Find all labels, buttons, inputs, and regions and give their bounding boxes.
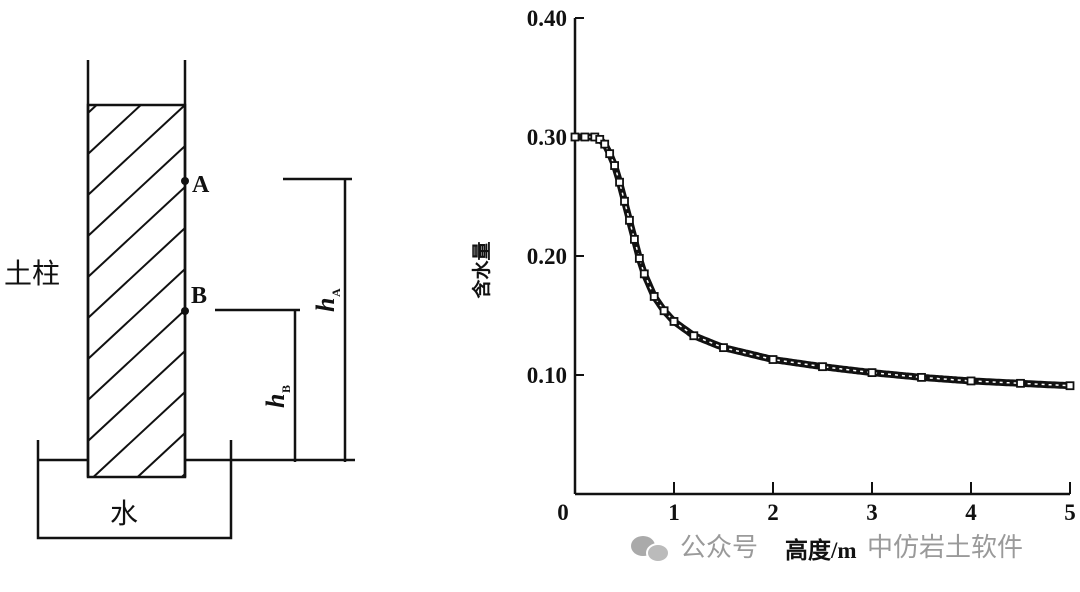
hatch-line: [87, 350, 186, 442]
data-point: [605, 149, 615, 159]
x-tick-label: 2: [767, 500, 779, 525]
data-point: [570, 132, 580, 142]
data-series-inner: [575, 136, 1071, 387]
data-point: [966, 376, 976, 386]
hatch-line: [87, 309, 186, 401]
soil-column: [86, 103, 187, 479]
water-label: 水: [110, 497, 138, 530]
data-point: [610, 161, 619, 170]
point-b-marker: [181, 307, 189, 315]
data-point: [659, 306, 669, 316]
hatch-line: [87, 227, 186, 319]
hatch-line: [87, 104, 142, 155]
data-point: [768, 355, 778, 364]
ha-label: h A: [311, 288, 343, 312]
hatch-line: [87, 104, 186, 196]
point-a-label: A: [192, 172, 210, 198]
data-point: [630, 234, 639, 244]
y-tick-label: 0.30: [527, 125, 567, 150]
data-point: [634, 253, 644, 263]
soil-column-label: 土柱: [4, 257, 60, 290]
x-tick-label: 4: [965, 500, 977, 525]
data-point: [917, 372, 926, 382]
data-point: [719, 343, 728, 353]
x-axis-label: 高度/m: [785, 537, 857, 563]
hatch-line: [136, 432, 186, 478]
wechat-icon: [631, 536, 670, 563]
hatch-line: [92, 391, 186, 478]
hatch-line: [87, 104, 98, 114]
data-point: [580, 132, 590, 142]
svg-text:h: h: [311, 298, 340, 312]
svg-text:h: h: [261, 394, 290, 408]
hb-label: h B: [261, 385, 293, 408]
svg-text:中仿岩土软件: 中仿岩土软件: [867, 533, 1023, 563]
y-tick-label: 0.20: [527, 244, 567, 269]
x-tick-label: 5: [1064, 500, 1076, 525]
y-tick-label: 0.10: [527, 363, 567, 388]
y-tick-label: 0.40: [527, 6, 567, 31]
data-series-band: [575, 133, 1071, 390]
data-point: [600, 139, 610, 149]
point-b-label: B: [191, 283, 207, 309]
svg-text:B: B: [279, 385, 293, 393]
data-point: [1065, 381, 1075, 391]
data-point: [669, 317, 679, 326]
data-point: [818, 362, 827, 372]
x-tick-label: 0: [557, 500, 569, 525]
hatch-line: [87, 186, 186, 278]
hatch-line: [87, 268, 186, 360]
moisture-chart: 0.10 0.20 0.30 0.40 0 1 2 3 4 5 含水量: [470, 6, 1076, 525]
data-point: [620, 196, 629, 206]
soil-column-diagram: [36, 60, 355, 540]
soil-hatching: [87, 104, 186, 478]
watermark: 公众号 中仿岩土软件: [631, 533, 1023, 563]
y-axis-label: 含水量: [470, 241, 493, 298]
data-point: [649, 292, 659, 301]
data-point: [689, 331, 699, 341]
x-tick-label: 3: [866, 500, 878, 525]
svg-text:公众号: 公众号: [680, 533, 758, 563]
data-point: [1016, 378, 1025, 388]
data-point: [595, 134, 605, 144]
water-basin: [36, 440, 233, 540]
data-point: [639, 269, 649, 279]
hatch-line: [181, 473, 186, 478]
hatch-line: [87, 145, 186, 237]
data-point: [615, 177, 624, 187]
point-a-marker: [181, 177, 189, 185]
data-point: [867, 368, 877, 378]
svg-text:A: A: [329, 288, 343, 297]
x-tick-label: 1: [668, 500, 680, 525]
data-point: [625, 215, 634, 225]
